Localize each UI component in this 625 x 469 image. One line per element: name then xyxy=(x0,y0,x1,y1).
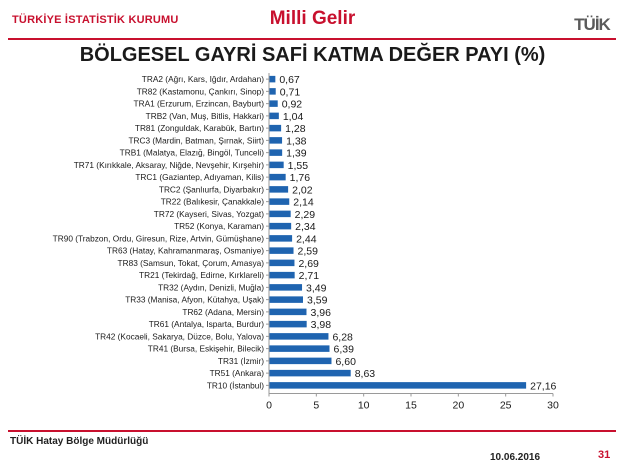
category-label: TR51 (Ankara) xyxy=(210,368,265,378)
bar xyxy=(269,88,276,95)
data-label: 2,02 xyxy=(292,184,313,196)
category-label: TR82 (Kastamonu, Çankırı, Sinop) xyxy=(137,86,265,96)
x-tick-label: 15 xyxy=(405,400,417,412)
bar xyxy=(269,271,295,279)
data-label: 2,34 xyxy=(295,221,316,233)
category-label: TR33 (Manisa, Afyon, Kütahya, Uşak) xyxy=(125,295,264,305)
bar xyxy=(269,296,303,303)
bar xyxy=(269,173,286,181)
category-label: TR41 (Bursa, Eskişehir, Bilecik) xyxy=(148,344,264,354)
data-label: 1,28 xyxy=(285,123,306,135)
bar xyxy=(269,222,292,230)
bar xyxy=(269,100,278,107)
category-label: TR52 (Konya, Karaman) xyxy=(174,221,264,231)
bar xyxy=(269,198,290,205)
bar xyxy=(269,345,330,352)
bar xyxy=(269,320,307,328)
tuik-logo-icon: TÜİK xyxy=(574,15,612,34)
page-number: 31 xyxy=(598,449,611,461)
data-label: 0,92 xyxy=(282,99,303,111)
bar xyxy=(269,235,293,242)
bar xyxy=(269,137,283,144)
bar xyxy=(269,186,289,193)
data-label: 1,55 xyxy=(288,160,309,172)
data-label: 0,71 xyxy=(280,86,301,98)
footer-office-name: TÜİK Hatay Bölge Müdürlüğü xyxy=(10,436,149,447)
data-label: 2,71 xyxy=(299,270,320,282)
bar xyxy=(269,369,351,377)
header-divider xyxy=(8,38,616,40)
logo-text: TÜİK xyxy=(574,15,611,34)
category-label: TR22 (Balıkesir, Çanakkale) xyxy=(161,197,265,207)
category-label: TR63 (Hatay, Kahramanmaraş, Osmaniye) xyxy=(107,246,264,256)
category-label: TR10 (İstanbul) xyxy=(207,380,264,390)
category-label: TRA2 (Ağrı, Kars, Iğdır, Ardahan) xyxy=(142,74,264,84)
bar xyxy=(269,161,284,169)
data-label: 3,98 xyxy=(311,319,332,331)
data-label: 27,16 xyxy=(530,380,556,392)
data-label: 3,96 xyxy=(310,307,331,319)
category-label: TR62 (Adana, Mersin) xyxy=(182,307,264,317)
category-label: TR72 (Kayseri, Sivas, Yozgat) xyxy=(154,209,264,219)
data-label: 1,04 xyxy=(283,111,304,123)
data-label: 0,67 xyxy=(279,74,300,86)
data-label: 2,44 xyxy=(296,233,317,245)
category-label: TR61 (Antalya, Isparta, Burdur) xyxy=(149,319,265,329)
x-tick-label: 25 xyxy=(500,400,512,412)
bar xyxy=(269,308,307,316)
x-tick-label: 30 xyxy=(547,400,559,412)
bar xyxy=(269,333,329,340)
x-tick-label: 0 xyxy=(266,400,272,412)
data-label: 2,59 xyxy=(298,246,319,258)
section-title: Milli Gelir xyxy=(269,8,356,29)
data-label: 3,59 xyxy=(307,295,328,307)
data-label: 6,60 xyxy=(335,356,356,368)
data-label: 8,63 xyxy=(355,368,376,380)
category-label: TR81 (Zonguldak, Karabük, Bartın) xyxy=(135,123,264,133)
category-label: TR90 (Trabzon, Ordu, Giresun, Rize, Artv… xyxy=(53,233,265,243)
data-label: 3,49 xyxy=(306,282,327,294)
category-label: TR31 (İzmir) xyxy=(218,356,264,366)
bar xyxy=(269,124,282,132)
bar xyxy=(269,357,332,365)
category-label: TRA1 (Erzurum, Erzincan, Bayburt) xyxy=(134,99,265,109)
bar xyxy=(269,247,294,254)
bar xyxy=(269,284,303,291)
category-label: TR83 (Samsun, Tokat, Çorum, Amasya) xyxy=(118,258,265,268)
category-label: TRC2 (Şanlıurfa, Diyarbakır) xyxy=(159,184,264,194)
x-tick-label: 5 xyxy=(313,400,319,412)
x-tick-label: 10 xyxy=(358,400,370,412)
data-label: 6,28 xyxy=(332,331,353,343)
footer-date: 10.06.2016 xyxy=(490,452,541,463)
category-label: TR42 (Kocaeli, Sakarya, Düzce, Bolu, Yal… xyxy=(95,331,264,341)
bar xyxy=(269,210,291,218)
category-label: TRB2 (Van, Muş, Bitlis, Hakkari) xyxy=(146,111,265,121)
chart-title: BÖLGESEL GAYRİ SAFİ KATMA DEĞER PAYI (%) xyxy=(79,44,546,66)
category-label: TR32 (Aydın, Denizli, Muğla) xyxy=(158,282,264,292)
data-label: 2,14 xyxy=(293,197,314,209)
category-label: TRB1 (Malatya, Elazığ, Bingöl, Tunceli) xyxy=(120,148,265,158)
category-label: TR21 (Tekirdağ, Edirne, Kırklareli) xyxy=(139,270,264,280)
category-label: TRC1 (Gaziantep, Adıyaman, Kilis) xyxy=(135,172,264,182)
bar xyxy=(269,259,295,267)
bar xyxy=(269,382,527,389)
bar xyxy=(269,112,279,120)
data-label: 2,29 xyxy=(295,209,316,221)
bar xyxy=(269,149,283,156)
category-label: TR71 (Kırıkkale, Aksaray, Niğde, Nevşehi… xyxy=(74,160,265,170)
x-tick-label: 20 xyxy=(452,400,464,412)
data-label: 1,38 xyxy=(286,135,307,147)
data-label: 6,39 xyxy=(333,344,354,356)
category-label: TRC3 (Mardin, Batman, Şırnak, Siirt) xyxy=(128,135,264,145)
data-label: 1,76 xyxy=(290,172,311,184)
data-label: 1,39 xyxy=(286,148,307,160)
footer-divider xyxy=(8,430,616,432)
data-label: 2,69 xyxy=(298,258,319,270)
bar xyxy=(269,75,276,83)
organization-name: TÜRKİYE İSTATİSTİK KURUMU xyxy=(12,14,179,26)
